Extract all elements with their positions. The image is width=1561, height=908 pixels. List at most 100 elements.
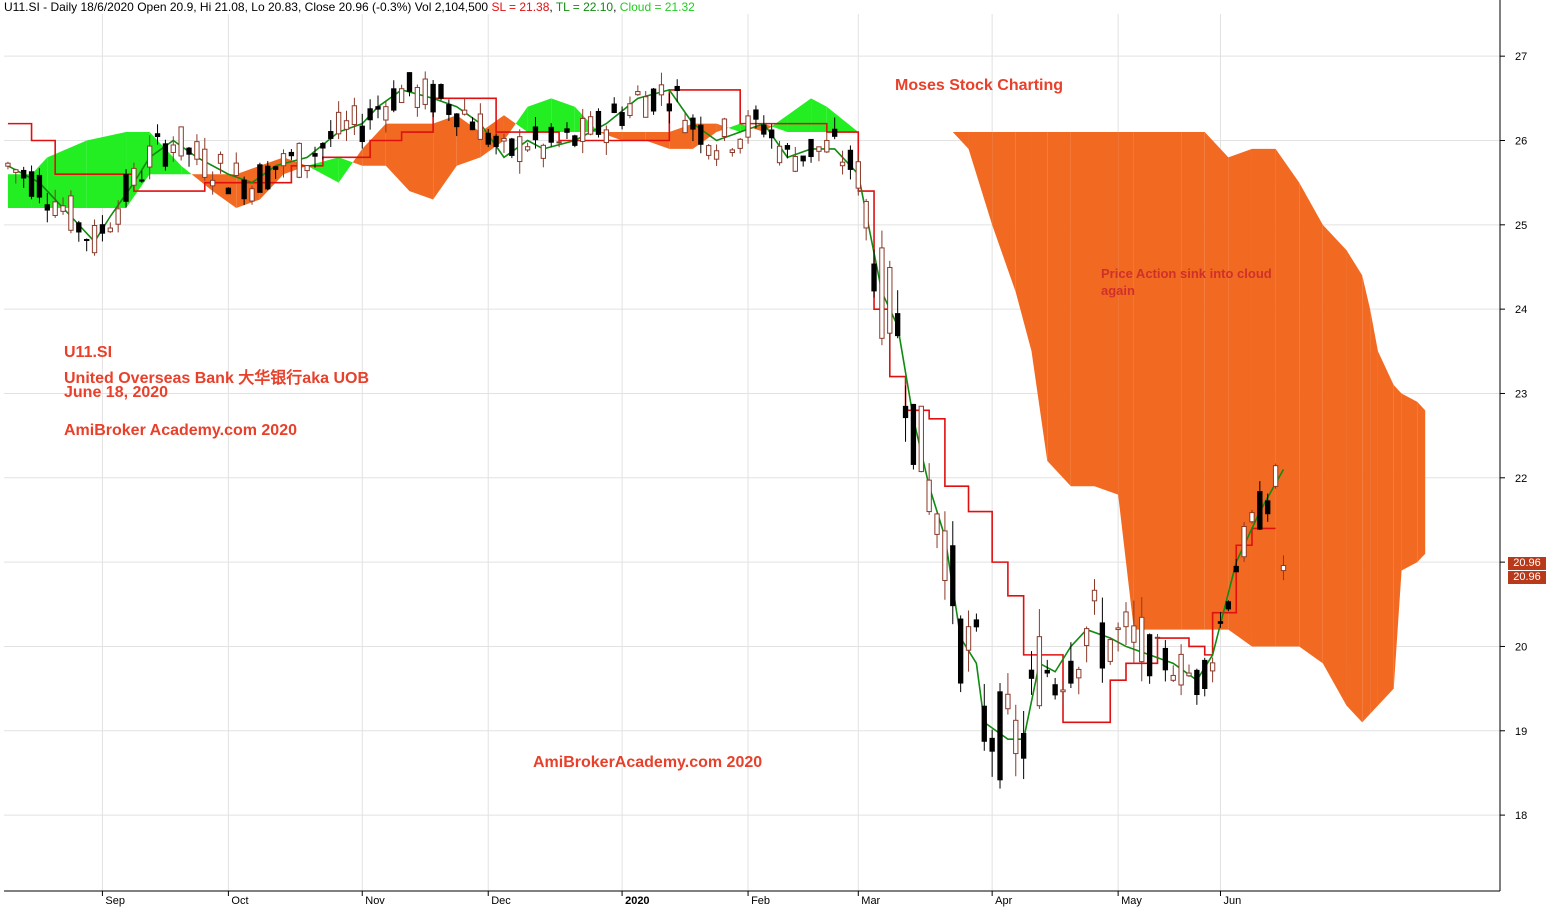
cloud-bear xyxy=(191,174,213,192)
candle-body xyxy=(989,737,995,752)
candle-body xyxy=(36,174,43,198)
x-tick-label: May xyxy=(1121,895,1142,907)
candle-body xyxy=(257,164,263,193)
candle-body xyxy=(800,155,806,162)
cloud-bear xyxy=(1118,132,1134,630)
cloud-bear xyxy=(1299,182,1323,664)
cloud-bull xyxy=(86,132,127,208)
candle-body xyxy=(580,117,586,142)
candle-body xyxy=(611,103,617,113)
watermark-1: AmiBroker Academy.com 2020 xyxy=(64,422,297,439)
candle-body xyxy=(406,72,413,92)
tenkan-sen-line xyxy=(7,88,1285,741)
cloud-bear xyxy=(1377,351,1394,706)
candle-body xyxy=(1233,565,1239,573)
candle-body xyxy=(1170,674,1176,681)
candle-body xyxy=(698,124,704,145)
candle-body xyxy=(839,161,846,167)
cloud-bull xyxy=(574,106,599,133)
candle-body xyxy=(68,195,74,231)
x-tick-label: Apr xyxy=(995,895,1012,907)
candle-body xyxy=(115,208,121,225)
cloud-bear xyxy=(1228,148,1252,647)
candle-body xyxy=(225,187,232,195)
candle-body xyxy=(383,106,389,121)
candle-body xyxy=(154,133,161,138)
candle-body xyxy=(1028,669,1035,679)
cloud-bear xyxy=(1133,132,1158,630)
candle-body xyxy=(1115,627,1121,631)
cloud-bear xyxy=(1370,309,1378,714)
candle-body xyxy=(1139,616,1145,663)
candle-body xyxy=(52,201,58,217)
cloud-bear xyxy=(1031,132,1048,461)
y-tick-label: 26 xyxy=(1515,135,1527,147)
candle-body xyxy=(902,405,909,419)
candle-body xyxy=(769,129,775,139)
candle-body xyxy=(320,143,326,149)
candle-body xyxy=(296,142,302,178)
candle-body xyxy=(1076,668,1082,679)
ticker-label: U11.SI xyxy=(64,344,113,361)
candle-body xyxy=(1272,465,1279,487)
cloud-bear xyxy=(259,157,284,200)
candle-body xyxy=(335,111,342,135)
cloud-bear xyxy=(1181,132,1205,630)
candle-body xyxy=(832,128,838,137)
candle-body xyxy=(981,705,987,742)
candle-body xyxy=(1154,636,1161,639)
candle-body xyxy=(997,691,1003,781)
candle-body xyxy=(776,145,783,164)
candle-body xyxy=(1036,636,1043,707)
candle-body xyxy=(461,109,468,115)
cloud-bear xyxy=(1015,132,1032,352)
cloud-bear xyxy=(236,165,260,208)
candle-body xyxy=(5,162,11,167)
candle-body xyxy=(367,108,373,121)
candle-body xyxy=(1123,611,1129,628)
cloud-bear xyxy=(385,123,410,192)
price-tag-sl: 20.96 xyxy=(1508,557,1546,570)
chart-header: U11.SI - Daily 18/6/2020 Open 20.9, Hi 2… xyxy=(4,0,695,14)
y-tick-label: 22 xyxy=(1515,473,1527,485)
cloud-bull xyxy=(728,123,741,133)
candle-body xyxy=(871,263,877,292)
candle-body xyxy=(1280,564,1287,572)
candle-body xyxy=(1020,733,1027,759)
candle-body xyxy=(973,619,980,628)
cloud-bear xyxy=(433,115,457,200)
candle-body xyxy=(233,162,239,176)
y-tick-label: 25 xyxy=(1515,220,1527,232)
x-tick-label: Mar xyxy=(861,895,880,907)
candle-body xyxy=(1013,719,1019,755)
candle-body xyxy=(572,135,578,146)
cloud-bear xyxy=(598,132,623,141)
cloud-bear xyxy=(1401,393,1418,571)
cloud-bear xyxy=(1346,250,1363,723)
cloud-bear xyxy=(622,132,646,141)
candle-body xyxy=(1060,689,1066,693)
candle-body xyxy=(359,125,365,143)
candle-body xyxy=(682,119,688,134)
candle-body xyxy=(1202,659,1208,689)
candle-body xyxy=(76,222,82,233)
candle-body xyxy=(13,169,19,173)
candle-body xyxy=(650,88,657,112)
candle-body xyxy=(1091,589,1098,602)
candle-body xyxy=(1131,625,1137,643)
cloud-bear xyxy=(952,132,969,149)
candle-body xyxy=(950,545,956,607)
y-tick-label: 27 xyxy=(1515,51,1527,63)
candle-body xyxy=(965,626,972,651)
cloud-bull xyxy=(338,157,353,183)
candle-body xyxy=(643,96,649,118)
y-tick-label: 19 xyxy=(1515,726,1527,738)
candle-body xyxy=(887,267,893,334)
candle-body xyxy=(1257,491,1263,530)
candle-body xyxy=(288,151,295,157)
candle-body xyxy=(824,139,830,153)
candle-body xyxy=(265,165,271,190)
header-symbol: U11.SI xyxy=(4,0,40,14)
candle-body xyxy=(170,144,176,154)
